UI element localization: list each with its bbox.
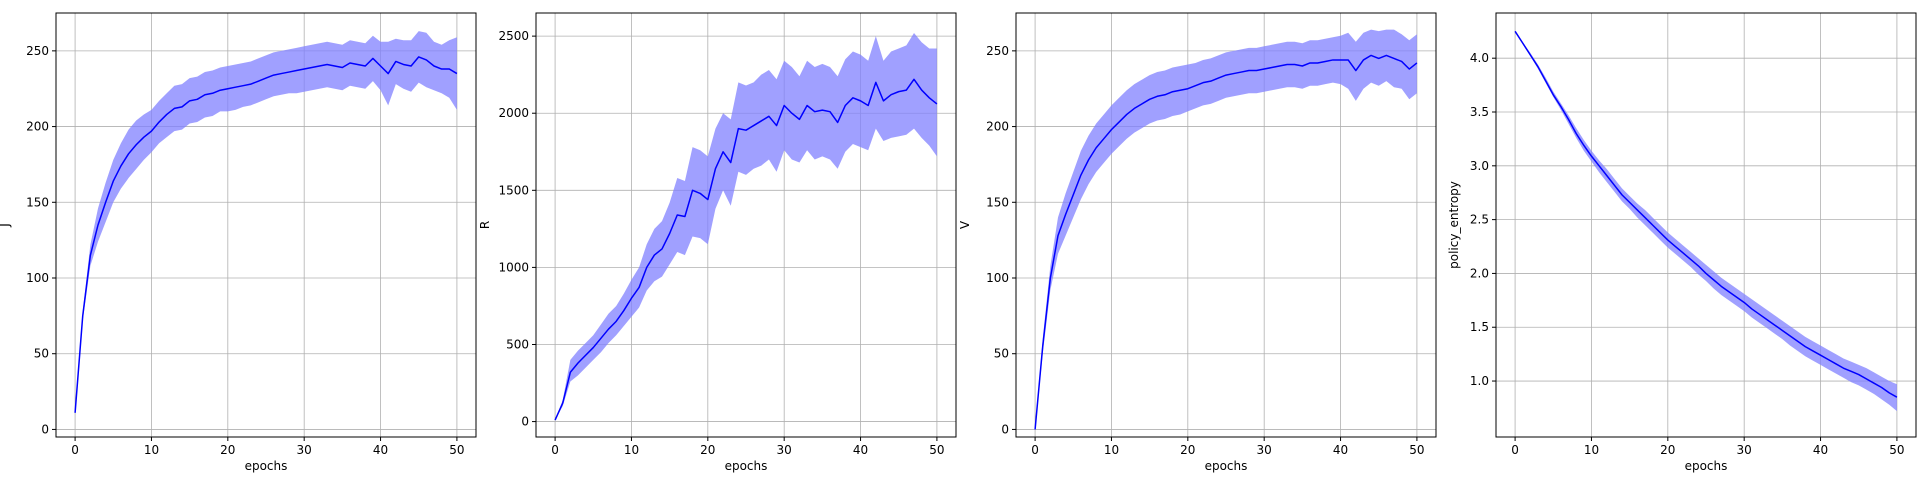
x-tick-label: 10 [1584, 443, 1599, 457]
y-tick-label: 1000 [498, 260, 529, 274]
y-tick-label: 200 [26, 120, 49, 134]
confidence-band [1515, 31, 1897, 412]
y-tick-label: 150 [26, 195, 49, 209]
y-tick-label: 0 [1001, 422, 1009, 436]
x-axis-label: epochs [1685, 459, 1728, 473]
axes-frame [1495, 12, 1917, 438]
axes-frame [1015, 12, 1437, 438]
x-tick-label: 30 [1737, 443, 1752, 457]
x-tick-label: 40 [1813, 443, 1828, 457]
x-tick-label: 20 [1660, 443, 1675, 457]
mean-line [74, 56, 458, 413]
y-tick-label: 2000 [498, 106, 529, 120]
x-tick-label: 0 [551, 443, 559, 457]
y-tick-label: 500 [506, 337, 529, 351]
x-tick-label: 50 [929, 443, 944, 457]
y-tick-label: 2.0 [1470, 266, 1489, 280]
x-tick-label: 0 [1511, 443, 1519, 457]
y-tick-label: 2500 [498, 29, 529, 43]
mean-line [554, 78, 938, 421]
x-axis-label: epochs [1205, 459, 1248, 473]
x-tick-label: 50 [1409, 443, 1424, 457]
y-tick-label: 150 [986, 195, 1009, 209]
x-tick-label: 20 [1180, 443, 1195, 457]
y-tick-label: 3.5 [1470, 105, 1489, 119]
x-tick-label: 30 [297, 443, 312, 457]
confidence-band [1035, 29, 1417, 430]
y-axis-label: J [0, 223, 12, 228]
y-axis-label: policy_entropy [1447, 181, 1461, 269]
x-tick-label: 50 [1889, 443, 1904, 457]
x-tick-label: 40 [1333, 443, 1348, 457]
x-tick-label: 30 [777, 443, 792, 457]
y-tick-label: 0 [41, 422, 49, 436]
y-tick-label: 1.0 [1470, 374, 1489, 388]
x-tick-label: 10 [624, 443, 639, 457]
y-tick-label: 50 [994, 347, 1009, 361]
axes-frame [55, 12, 477, 438]
y-axis-label: R [478, 221, 492, 229]
subplot-1: 0 10 20 30 40 50 0 50 100 150 200 250 epochs J [0, 12, 477, 473]
y-axis-label: V [958, 220, 972, 229]
confidence-band [555, 33, 937, 421]
y-tick-label: 2.5 [1470, 213, 1489, 227]
x-tick-label: 20 [700, 443, 715, 457]
mean-line [1514, 30, 1898, 398]
x-axis-label: epochs [245, 459, 288, 473]
axes-frame [535, 12, 957, 438]
y-tick-label: 200 [986, 120, 1009, 134]
y-tick-label: 100 [986, 271, 1009, 285]
subplot-3: 0 10 20 30 40 50 0 50 100 150 200 250 epochs V [958, 12, 1437, 473]
mean-line [1034, 54, 1418, 430]
y-tick-label: 250 [26, 44, 49, 58]
x-tick-label: 10 [1104, 443, 1119, 457]
x-tick-label: 0 [71, 443, 79, 457]
y-tick-label: 1.5 [1470, 320, 1489, 334]
y-tick-label: 250 [986, 44, 1009, 58]
x-tick-label: 10 [144, 443, 159, 457]
subplot-4: 0 10 20 30 40 50 1.0 1.5 2.0 2.5 3.0 3.5 4.0 epochs po… [1447, 12, 1917, 473]
y-tick-label: 3.0 [1470, 159, 1489, 173]
x-tick-label: 0 [1031, 443, 1039, 457]
y-tick-label: 4.0 [1470, 51, 1489, 65]
x-tick-label: 40 [853, 443, 868, 457]
confidence-band [75, 31, 457, 413]
y-tick-label: 100 [26, 271, 49, 285]
x-tick-label: 40 [373, 443, 388, 457]
y-tick-label: 1500 [498, 183, 529, 197]
y-tick-label: 0 [521, 415, 529, 429]
x-axis-label: epochs [725, 459, 768, 473]
x-tick-label: 30 [1257, 443, 1272, 457]
x-tick-label: 50 [449, 443, 464, 457]
y-tick-label: 50 [34, 347, 49, 361]
x-tick-label: 20 [220, 443, 235, 457]
